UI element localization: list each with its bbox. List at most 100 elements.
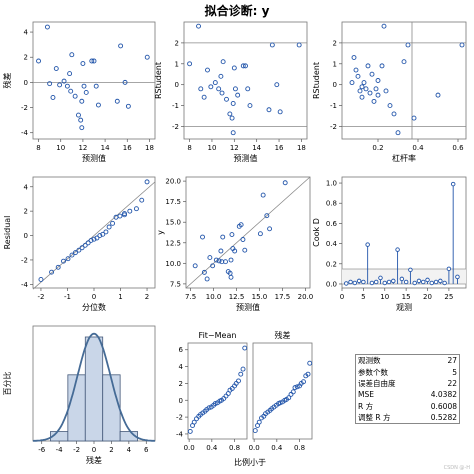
data-point	[365, 63, 371, 69]
plot-frame	[32, 176, 156, 289]
plot-frame	[252, 342, 313, 440]
data-point	[245, 86, 251, 92]
data-point	[85, 240, 91, 246]
y-tick-label: -2	[172, 123, 179, 131]
data-point	[378, 275, 383, 281]
data-point	[106, 224, 112, 230]
data-point	[97, 233, 103, 238]
x-tick-label: 0.2	[372, 144, 383, 152]
data-point	[72, 250, 78, 256]
data-point	[93, 83, 99, 89]
y-tick-label: 0	[179, 397, 183, 405]
data-point	[61, 258, 66, 264]
histogram-bar	[102, 374, 121, 442]
data-point	[242, 247, 248, 253]
data-point	[344, 281, 349, 286]
data-point	[79, 245, 85, 251]
residual-fit-spread-0-chart: 0.0 0.4 0.8 -4 -2 0 2 4 6 Fit−Mean	[176, 331, 248, 452]
observed-vs-predicted-chart: 7.5 10.0 12.5 15.0 17.5 20.0 7.5 10.0 12.5 15.0 17…	[156, 176, 313, 312]
data-point	[72, 93, 78, 99]
data-point	[89, 58, 95, 64]
data-point	[76, 112, 81, 118]
data-point	[277, 400, 283, 406]
x-tick-label: 12.5	[229, 293, 245, 301]
x-tick-label: 20	[423, 293, 432, 301]
x-tick-label: 0.8	[229, 444, 240, 452]
data-point	[235, 92, 241, 98]
stat-value: 22	[447, 378, 457, 388]
x-tick-label: 2	[145, 293, 149, 301]
x-tick-label: 0.4	[271, 444, 283, 452]
x-tick-label: 25	[444, 293, 453, 301]
y-tick-label: -2	[330, 123, 337, 131]
data-point	[201, 94, 207, 100]
x-tick-label: 0	[92, 293, 96, 301]
data-point	[294, 384, 300, 390]
y-axis-label: RStudent	[154, 62, 163, 99]
data-point	[269, 42, 275, 48]
x-axis-label: 观测	[396, 303, 412, 312]
data-point	[243, 63, 248, 69]
data-point	[242, 345, 248, 351]
data-point	[450, 181, 456, 187]
x-axis-label: 残差	[86, 455, 102, 465]
data-point	[381, 23, 387, 29]
data-point	[369, 71, 375, 77]
data-point	[212, 401, 218, 407]
data-point	[81, 83, 87, 89]
data-point	[232, 86, 238, 92]
y-tick-label: 0.8	[326, 200, 337, 208]
histogram-bar	[119, 431, 138, 442]
data-point	[351, 55, 357, 60]
data-point	[103, 229, 109, 235]
x-tick-label: 16	[123, 144, 132, 152]
data-point	[133, 206, 139, 212]
x-tick-label: 0.0	[184, 444, 195, 452]
data-point	[356, 278, 362, 284]
qq-plot-chart: -2 -1 0 1 2 -4 -2 0 2 4 分位数 Residual	[3, 176, 156, 312]
data-point	[122, 211, 127, 217]
data-point	[64, 83, 70, 89]
data-point	[399, 276, 405, 282]
y-tick-label: -1	[172, 102, 179, 110]
data-point	[82, 242, 88, 248]
data-point	[416, 278, 422, 284]
x-tick-label: 10	[380, 293, 389, 301]
data-point	[230, 101, 236, 106]
data-point	[433, 279, 439, 285]
data-point	[216, 258, 222, 264]
data-point	[50, 95, 56, 100]
data-point	[69, 52, 75, 58]
data-point	[78, 117, 84, 123]
data-point	[201, 269, 207, 275]
data-point	[260, 192, 266, 198]
data-point	[267, 226, 273, 232]
data-point	[401, 59, 407, 65]
data-point	[420, 279, 426, 285]
data-point	[114, 98, 120, 104]
stat-label: R 方	[358, 401, 374, 411]
data-point	[387, 103, 393, 109]
y-tick-label: -1	[330, 102, 337, 110]
data-point	[61, 78, 67, 84]
data-point	[352, 280, 358, 286]
y-tick-label: 17.5	[165, 198, 181, 206]
y-tick-label: 1.0	[326, 180, 337, 188]
x-tick-label: -1	[64, 293, 71, 301]
x-tick-label: 0	[92, 446, 96, 454]
data-point	[247, 103, 253, 109]
data-point	[264, 213, 270, 219]
x-axis-label: 分位数	[82, 302, 106, 312]
data-point	[395, 130, 401, 136]
plot-frame	[341, 21, 467, 140]
x-tick-label: 1	[118, 293, 122, 301]
plot-frame	[183, 21, 308, 140]
x-tick-label: 16	[275, 144, 284, 152]
normal-density-curve	[32, 332, 156, 442]
panel-header: Fit−Mean	[199, 331, 237, 340]
x-tick-label: -4	[56, 446, 64, 454]
y-tick-label: 2	[175, 39, 179, 47]
data-point	[435, 92, 441, 98]
x-tick-label: 18	[297, 144, 306, 152]
data-point	[228, 257, 234, 263]
